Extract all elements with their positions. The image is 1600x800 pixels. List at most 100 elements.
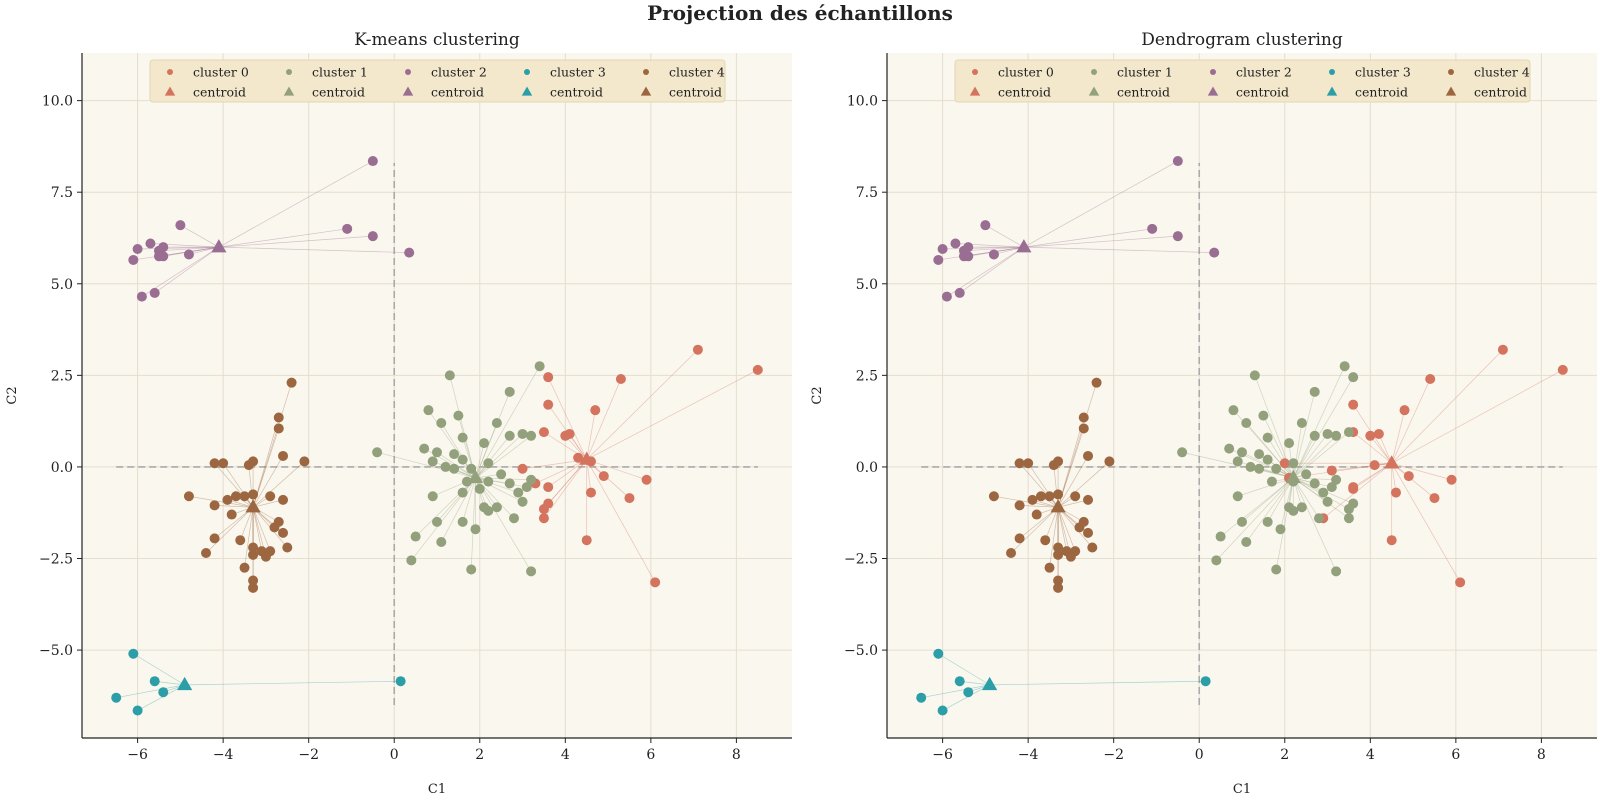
data-point bbox=[543, 399, 554, 410]
x-tick-label: −6 bbox=[932, 747, 953, 763]
legend-point-marker bbox=[405, 69, 411, 75]
data-point bbox=[950, 238, 961, 249]
data-point bbox=[980, 220, 991, 231]
data-point bbox=[209, 533, 220, 544]
data-point bbox=[1313, 513, 1324, 524]
data-point bbox=[1275, 524, 1286, 535]
data-point bbox=[1172, 231, 1183, 242]
centroid-link bbox=[586, 378, 622, 460]
y-tick-label: 7.5 bbox=[856, 185, 878, 201]
data-point bbox=[286, 377, 297, 388]
legend-centroid-marker bbox=[1207, 86, 1219, 96]
centroid-link bbox=[475, 422, 498, 479]
centroid-link bbox=[1057, 507, 1067, 552]
data-point bbox=[239, 562, 250, 573]
centroid-link bbox=[586, 459, 630, 499]
data-point bbox=[269, 522, 280, 533]
data-point bbox=[444, 370, 455, 381]
legend-label: centroid bbox=[1236, 85, 1289, 100]
data-point bbox=[1083, 527, 1094, 538]
data-point bbox=[1083, 494, 1094, 505]
centroid-link bbox=[133, 246, 219, 261]
y-axis-label: C2 bbox=[810, 386, 825, 404]
data-point bbox=[243, 460, 254, 471]
data-point bbox=[517, 496, 528, 507]
data-point bbox=[1245, 461, 1256, 472]
data-point bbox=[526, 566, 537, 577]
data-point bbox=[273, 412, 284, 423]
data-point bbox=[988, 491, 999, 502]
centroid-link bbox=[1245, 477, 1294, 543]
data-point bbox=[419, 443, 430, 454]
data-point bbox=[1557, 364, 1568, 375]
centroid-link bbox=[1241, 477, 1294, 523]
centroid-link bbox=[547, 377, 588, 460]
legend-label: centroid bbox=[193, 85, 246, 100]
data-point bbox=[1326, 465, 1337, 476]
data-point bbox=[1172, 156, 1183, 167]
data-point bbox=[573, 452, 584, 463]
data-point bbox=[752, 364, 763, 375]
data-point bbox=[963, 687, 974, 698]
data-point bbox=[937, 705, 948, 716]
data-point bbox=[265, 491, 276, 502]
data-point bbox=[1254, 463, 1265, 474]
centroid-link bbox=[1019, 505, 1059, 508]
legend-label: centroid bbox=[1117, 85, 1170, 100]
data-point bbox=[954, 676, 965, 687]
centroid-link bbox=[1057, 455, 1089, 508]
centroid-marker bbox=[1016, 239, 1032, 253]
data-point bbox=[183, 249, 194, 260]
data-point bbox=[1331, 566, 1342, 577]
data-point bbox=[1271, 564, 1282, 575]
data-point bbox=[1014, 500, 1025, 511]
data-point bbox=[1262, 454, 1273, 465]
legend-point-marker bbox=[1210, 69, 1216, 75]
centroid-link bbox=[1053, 465, 1059, 508]
centroid-link bbox=[1057, 461, 1110, 508]
data-point bbox=[436, 417, 447, 428]
data-point bbox=[410, 531, 421, 542]
centroid-link bbox=[475, 391, 511, 479]
data-point bbox=[1070, 491, 1081, 502]
x-tick-label: 8 bbox=[1537, 747, 1546, 763]
data-point bbox=[149, 287, 160, 298]
data-point bbox=[1348, 372, 1359, 383]
data-point bbox=[222, 494, 233, 505]
centroid-link bbox=[1293, 477, 1320, 519]
data-point bbox=[1288, 458, 1299, 469]
centroid-link bbox=[1237, 477, 1294, 497]
centroid-link bbox=[1378, 433, 1393, 464]
centroid-link bbox=[586, 459, 656, 583]
data-point bbox=[504, 386, 515, 397]
data-point bbox=[158, 251, 169, 262]
centroid-link bbox=[252, 507, 262, 552]
data-point bbox=[692, 344, 703, 355]
data-point bbox=[132, 243, 143, 254]
data-point bbox=[209, 458, 220, 469]
data-point bbox=[1348, 483, 1359, 494]
centroid-link bbox=[938, 246, 1024, 261]
centroid-link bbox=[116, 684, 185, 699]
data-point bbox=[479, 438, 490, 449]
data-point bbox=[1006, 548, 1017, 559]
centroid-link bbox=[239, 507, 254, 541]
data-point bbox=[1331, 474, 1342, 485]
data-point bbox=[457, 516, 468, 527]
data-point bbox=[1258, 410, 1269, 421]
data-point bbox=[457, 487, 468, 498]
data-point bbox=[508, 513, 519, 524]
data-point bbox=[564, 428, 575, 439]
centroid-link bbox=[184, 680, 401, 686]
legend-label: centroid bbox=[998, 85, 1051, 100]
centroid-link bbox=[188, 495, 254, 508]
centroid-link bbox=[1391, 378, 1431, 464]
centroid-link bbox=[137, 246, 219, 250]
data-point bbox=[1209, 247, 1220, 258]
centroid-link bbox=[218, 228, 348, 248]
legend-centroid-marker bbox=[969, 86, 981, 96]
data-point bbox=[504, 478, 515, 489]
centroid-link bbox=[1331, 462, 1392, 471]
data-point bbox=[624, 493, 635, 504]
data-point bbox=[218, 458, 229, 469]
